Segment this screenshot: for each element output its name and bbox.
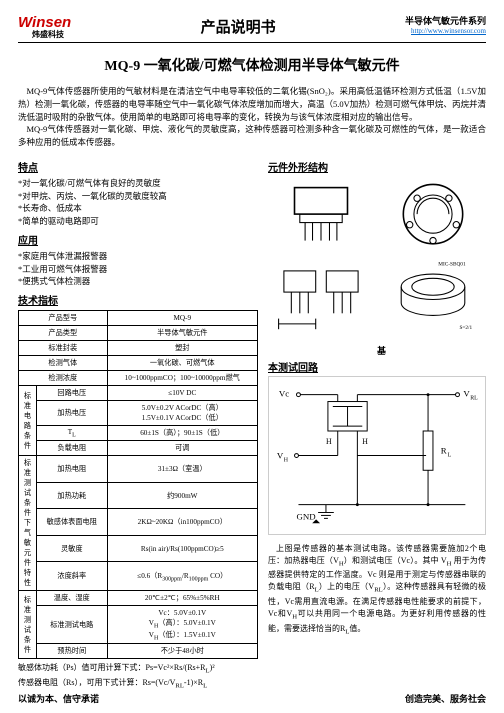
app-heading: 应用: [18, 232, 258, 247]
spec-cell: 敏感体表面电阻: [37, 509, 108, 535]
product-title: MQ-9 一氧化碳/可燃气体检测用半导体气敏元件: [18, 55, 486, 75]
svg-text:H: H: [326, 436, 332, 445]
package-row-2: MIC-SBQ01 S=2/1: [268, 255, 486, 340]
spec-cell: 灵敏度: [37, 535, 108, 561]
spec-group-label: 标准测试条件: [19, 591, 37, 659]
spec-heading: 技术指标: [18, 292, 258, 307]
app-item: *便携式气体检测器: [18, 275, 258, 288]
component-3d-icon: MIC-SBQ01 S=2/1: [380, 255, 486, 340]
circuit-diagram: Vc VRL H H VH: [268, 376, 486, 535]
spec-cell: 产品类型: [19, 326, 108, 341]
spec-cell: 产品型号: [19, 311, 108, 326]
spec-cell: ≤10V DC: [107, 386, 257, 401]
package-row-1: [268, 177, 486, 251]
spec-cell: 加热电压: [37, 401, 108, 426]
svg-text:H: H: [284, 457, 289, 463]
app-item: *家庭用气体泄漏报警器: [18, 250, 258, 263]
feature-item: *长寿命、低成本: [18, 202, 258, 215]
spec-cell: 回路电压: [37, 386, 108, 401]
feature-item: *对一氧化碳/可燃气体有良好的灵敏度: [18, 177, 258, 190]
svg-text:Vc: Vc: [279, 388, 289, 398]
spec-cell: 负载电阻: [37, 441, 108, 456]
spec-cell: 标准测试电路: [37, 606, 108, 644]
spec-cell: 加热电阻: [37, 456, 108, 482]
spec-cell: 温度、湿度: [37, 591, 108, 606]
circuit-heading: 本测试回路: [268, 359, 486, 374]
mic-sp: S=2/1: [459, 325, 472, 331]
circuit-note: 上图是传感器的基本测试电路。该传感器需要施加2个电压：加热器电压（VH）和测试电…: [268, 543, 486, 637]
mic-label: MIC-SBQ01: [438, 262, 466, 268]
page-footer: 以诚为本、信守承诺 创造完美、服务社会: [18, 692, 486, 705]
svg-text:L: L: [448, 452, 452, 458]
url-link: http://www.winsensor.com: [405, 27, 486, 35]
header-right: 半导体气敏元件系列 http://www.winsensor.com: [405, 14, 486, 35]
footer-left: 以诚为本、信守承诺: [18, 692, 99, 705]
intro-p2: MQ-9气体传感器对一氧化碳、甲烷、液化气的灵敏度高，这种传感器可检测多种含一氧…: [18, 123, 486, 149]
component-top-icon: [268, 177, 374, 251]
spec-cell: 5.0V±0.2V ACorDC（高） 1.5V±0.1V ACorDC（低）: [107, 401, 257, 426]
spec-group-label: 标准测试条件下气敏元件特性: [19, 456, 37, 591]
package-heading: 元件外形结构: [268, 159, 486, 174]
spec-cell: 31±3Ω（室温）: [107, 456, 257, 482]
spec-cell: 浓度斜率: [37, 562, 108, 591]
spec-group-label: 标准电路条件: [19, 386, 37, 456]
formula-text: 敏感体功耗（Ps）值可用计算下式：Ps=Vc²×Rs/(Rs+RL)² 传感器电…: [18, 662, 258, 691]
spec-cell: ≤0.6（R300ppm/R100ppm CO）: [107, 562, 257, 591]
feature-item: *对甲烷、丙烷、一氧化碳的灵敏度较高: [18, 190, 258, 203]
svg-text:GND: GND: [296, 511, 316, 521]
intro-p1: MQ-9气体传感器所使用的气敏材料是在清洁空气中电导率较低的二氧化锡(SnO₂)…: [18, 85, 486, 123]
spec-cell: 约900mW: [107, 482, 257, 508]
spec-cell: 加热功耗: [37, 482, 108, 508]
spec-cell: 预热时间: [37, 644, 108, 659]
doc-title: 产品说明书: [71, 14, 405, 37]
spec-cell: 标准封装: [19, 341, 108, 356]
page-header: Winsen 炜盛科技 产品说明书 半导体气敏元件系列 http://www.w…: [18, 14, 486, 43]
spec-cell: 60±1S（高）；90±1S（低）: [107, 426, 257, 441]
spec-cell: 可调: [107, 441, 257, 456]
spec-cell: 检测浓度: [19, 371, 108, 386]
component-side-icon: [268, 255, 374, 340]
component-circle-icon: [380, 177, 486, 251]
spec-table: 产品型号MQ-9 产品类型半导体气敏元件 标准封装塑封 检测气体一氧化碳、可燃气…: [18, 310, 258, 659]
features-heading: 特点: [18, 159, 258, 174]
svg-text:R: R: [441, 445, 447, 455]
spec-cell: 半导体气敏元件: [107, 326, 257, 341]
spec-cell: 不少于48小时: [107, 644, 257, 659]
footer-right: 创造完美、服务社会: [405, 692, 486, 705]
ji-label: 基: [377, 344, 486, 357]
logo-block: Winsen 炜盛科技: [18, 14, 71, 40]
app-item: *工业用可燃气体报警器: [18, 263, 258, 276]
spec-cell: Vc：5.0V±0.1V VH（高）：5.0V±0.1V VH（低）：1.5V±…: [107, 606, 257, 644]
spec-cell: 2KΩ~20KΩ（in100ppmCO）: [107, 509, 257, 535]
spec-cell: 一氧化碳、可燃气体: [107, 356, 257, 371]
feature-item: *简单的驱动电路即可: [18, 215, 258, 228]
spec-cell: 20℃±2℃；65%±5%RH: [107, 591, 257, 606]
series-label: 半导体气敏元件系列: [405, 14, 486, 27]
spec-cell: 塑封: [107, 341, 257, 356]
svg-text:RL: RL: [470, 395, 478, 401]
svg-text:H: H: [362, 436, 368, 445]
spec-cell: TL: [37, 426, 108, 441]
spec-cell: Rs(in air)/Rs(100ppmCO)≥5: [107, 535, 257, 561]
spec-cell: 检测气体: [19, 356, 108, 371]
spec-cell: MQ-9: [107, 311, 257, 326]
spec-cell: 10~1000ppmCO；100~10000ppm燃气: [107, 371, 257, 386]
